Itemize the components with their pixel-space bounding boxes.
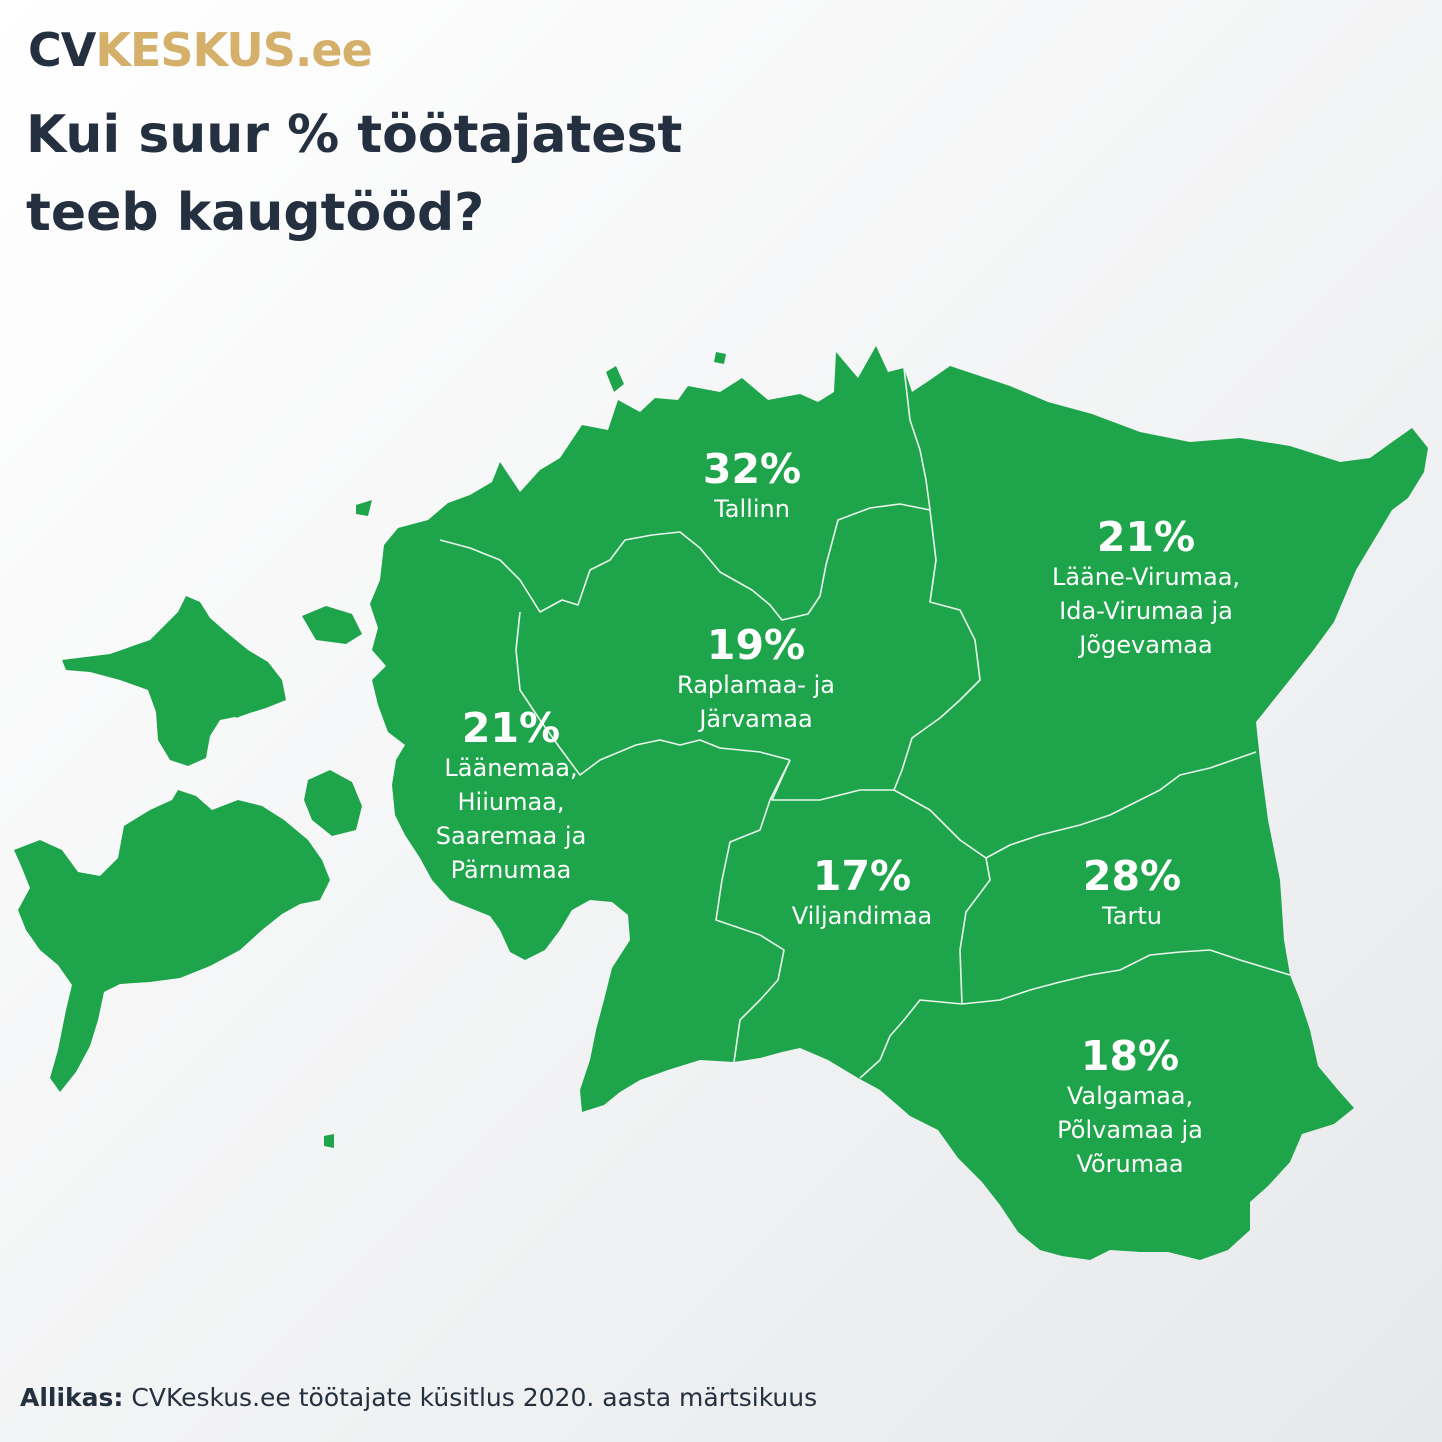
islet-4 — [302, 606, 362, 644]
region-percent: 21% — [461, 704, 561, 752]
border-tartu-south — [961, 949, 1291, 1005]
region-label-viljandi: 17% Viljandimaa — [792, 853, 933, 933]
region-name: Lääne-Virumaa, Ida-Virumaa ja Jõgevamaa — [1051, 563, 1241, 659]
border-tallinn-east — [903, 367, 931, 511]
source-text: CVKeskus.ee töötajate küsitlus 2020. aas… — [131, 1383, 818, 1412]
islet-5 — [304, 770, 362, 836]
saaremaa-shape — [14, 790, 330, 1092]
islet-7 — [324, 1134, 334, 1148]
hiiumaa-shape — [62, 596, 286, 766]
brand-logo-keskus: KESKUS — [95, 23, 296, 77]
brand-logo: CVKESKUS.ee — [28, 22, 373, 78]
islet-2 — [714, 352, 726, 364]
mainland-shape — [370, 346, 1428, 1260]
region-percent: 18% — [1080, 1032, 1180, 1080]
region-percent: 32% — [702, 445, 802, 493]
region-label-central: 19% Raplamaa- ja Järvamaa — [677, 622, 835, 736]
border-viljandi-south — [859, 999, 963, 1079]
border-viljandi-tartu — [959, 857, 991, 1005]
page-title: Kui suur % töötajatest teeb kaugtööd? — [26, 96, 786, 252]
border-central-viljandi — [771, 759, 987, 859]
brand-logo-cv: CV — [28, 23, 96, 77]
title-line-2: teeb kaugtööd? — [26, 183, 485, 243]
region-label-tallinn: 32% Tallinn — [703, 446, 801, 526]
source-label: Allikas: — [20, 1383, 124, 1412]
region-percent: 19% — [706, 621, 806, 669]
border-central-east — [893, 509, 981, 791]
region-name: Läänemaa, Hiiumaa, Saaremaa ja Pärnumaa — [435, 754, 587, 884]
border-east-tartu — [985, 751, 1257, 859]
region-label-south: 18% Valgamaa, Põlvamaa ja Võrumaa — [1057, 1033, 1203, 1181]
region-label-tartu: 28% Tartu — [1083, 853, 1181, 933]
region-name: Raplamaa- ja Järvamaa — [677, 671, 835, 733]
region-name: Viljandimaa — [791, 902, 933, 930]
region-name: Tartu — [1102, 902, 1162, 930]
source-note: Allikas: CVKeskus.ee töötajate küsitlus … — [20, 1378, 817, 1418]
region-name: Tallinn — [714, 495, 790, 523]
border-west-central — [515, 611, 791, 776]
region-label-west: 21% Läänemaa, Hiiumaa, Saaremaa ja Pärnu… — [436, 705, 587, 887]
region-percent: 21% — [1096, 513, 1196, 561]
islet-1 — [606, 366, 624, 392]
title-line-1: Kui suur % töötajatest — [26, 105, 683, 165]
border-tallinn-central — [439, 503, 931, 621]
brand-logo-domain: .ee — [294, 23, 373, 77]
border-west-viljandi — [715, 759, 791, 1063]
region-label-east: 21% Lääne-Virumaa, Ida-Virumaa ja Jõgeva… — [1052, 514, 1240, 662]
region-percent: 17% — [812, 852, 912, 900]
region-percent: 28% — [1082, 852, 1182, 900]
region-name: Valgamaa, Põlvamaa ja Võrumaa — [1057, 1082, 1203, 1178]
islet-3 — [356, 500, 372, 516]
